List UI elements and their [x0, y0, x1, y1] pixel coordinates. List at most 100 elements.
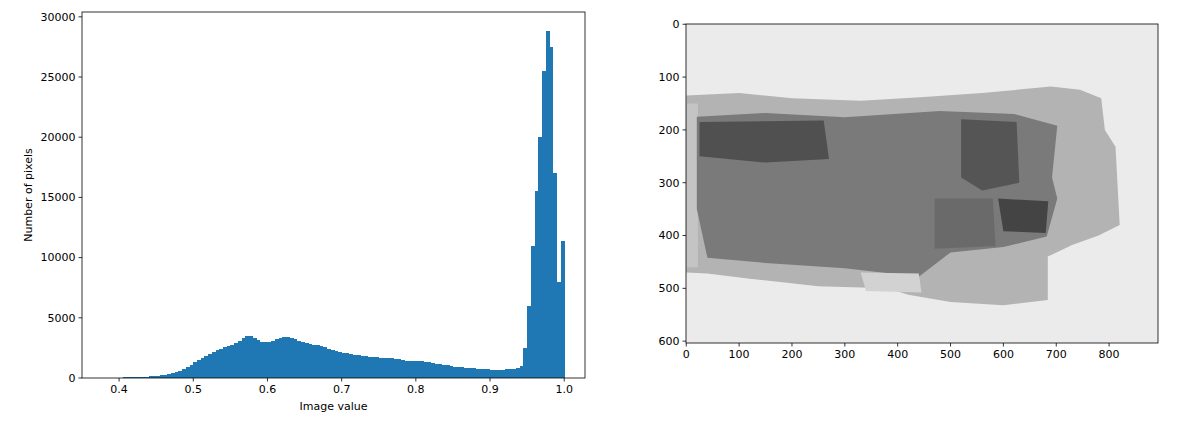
histogram-bar	[471, 368, 475, 378]
y-tick	[79, 378, 83, 379]
histogram-bar	[249, 336, 253, 378]
x-tick	[1003, 343, 1004, 347]
histogram-bar	[379, 358, 383, 378]
histogram-bar	[390, 358, 394, 378]
histogram-bar	[219, 349, 223, 378]
histogram-bar	[371, 357, 375, 378]
histogram-bar	[494, 370, 498, 378]
y-tick	[79, 197, 83, 198]
histogram-bar	[186, 367, 190, 378]
y-tick	[79, 77, 83, 78]
histogram-bar	[305, 343, 309, 378]
histogram-bar	[453, 367, 457, 378]
x-tick	[267, 378, 268, 382]
x-tick-label: 300	[834, 348, 855, 361]
y-tick	[79, 137, 83, 138]
histogram-bar	[468, 368, 472, 378]
histogram-bar	[382, 358, 386, 378]
x-tick-label: 0.4	[110, 383, 128, 396]
histogram-bar	[197, 360, 201, 378]
y-tick	[79, 257, 83, 258]
histogram-bar	[408, 361, 412, 378]
histogram-bar	[512, 369, 516, 378]
histogram-bar	[516, 368, 520, 378]
histogram-bar	[509, 369, 513, 378]
histogram-bar	[275, 339, 279, 378]
histogram-bar	[360, 356, 364, 378]
histogram-bar	[427, 362, 431, 378]
histogram-bar	[416, 361, 420, 378]
figure: 0.40.50.60.70.80.91.00500010000150002000…	[0, 0, 1187, 421]
histogram-bar	[171, 373, 175, 378]
histogram-bar	[356, 355, 360, 378]
histogram-bar	[386, 358, 390, 378]
x-tick	[119, 378, 120, 382]
histogram-bar	[557, 282, 561, 378]
histogram-bar	[434, 364, 438, 378]
histogram-bar	[483, 369, 487, 378]
x-tick-label: 1.0	[555, 383, 573, 396]
histogram-bar	[167, 374, 171, 378]
histogram-bar	[486, 369, 490, 378]
y-tick	[683, 77, 687, 78]
x-tick-label: 0.7	[333, 383, 351, 396]
y-tick-label: 5000	[48, 312, 76, 325]
dark-region	[961, 119, 1019, 190]
histogram-bar	[301, 342, 305, 378]
dark-region	[935, 199, 996, 249]
histogram-bar	[561, 241, 565, 378]
histogram-bar	[431, 363, 435, 378]
dark-region	[998, 199, 1048, 233]
histogram-bar	[230, 345, 234, 378]
y-tick-label: 200	[659, 124, 680, 137]
histogram-bar	[286, 337, 290, 378]
x-tick	[1109, 343, 1110, 347]
histogram-bar	[420, 361, 424, 378]
y-tick-label: 15000	[41, 191, 76, 204]
bars	[97, 31, 565, 378]
histogram-bar	[331, 350, 335, 378]
histogram-bar	[364, 356, 368, 378]
histogram-bar	[497, 370, 501, 378]
histogram-bar	[182, 369, 186, 378]
histogram-bar	[353, 355, 357, 378]
histogram-bar	[460, 367, 464, 378]
x-tick-label: 200	[781, 348, 802, 361]
y-tick-label: 25000	[41, 71, 76, 84]
x-tick	[490, 378, 491, 382]
histogram-bar	[256, 340, 260, 378]
histogram-bar	[208, 354, 212, 378]
histogram-bar	[319, 346, 323, 378]
y-tick	[683, 341, 687, 342]
x-tick-label: 500	[940, 348, 961, 361]
x-tick-label: 0.8	[407, 383, 425, 396]
histogram-bar	[297, 341, 301, 378]
x-tick-label: 0.5	[185, 383, 203, 396]
histogram-bar	[282, 337, 286, 378]
y-tick	[683, 24, 687, 25]
histogram-bar	[527, 306, 531, 378]
histogram-bar	[334, 351, 338, 378]
histogram-bar	[538, 137, 542, 378]
y-axis-title: Number of pixels	[22, 148, 35, 242]
x-tick	[844, 343, 845, 347]
histogram-bar	[234, 343, 238, 378]
y-tick-label: 0	[673, 18, 680, 31]
x-tick-label: 0	[683, 348, 690, 361]
histogram-bar	[401, 360, 405, 378]
histogram-bar	[260, 342, 264, 378]
histogram-bar	[308, 344, 312, 378]
y-tick-label: 100	[659, 71, 680, 84]
histogram-bar	[223, 347, 227, 378]
histogram-bar	[394, 359, 398, 378]
specimen-outline	[686, 87, 1119, 306]
image-background	[686, 24, 1158, 343]
histogram-bar	[479, 369, 483, 378]
histogram-bar	[312, 345, 316, 378]
y-tick-label: 10000	[41, 251, 76, 264]
histogram-bar	[271, 341, 275, 378]
x-tick	[415, 378, 416, 382]
histogram-bar	[238, 341, 242, 378]
x-tick-label: 600	[993, 348, 1014, 361]
histogram-bar	[501, 370, 505, 378]
